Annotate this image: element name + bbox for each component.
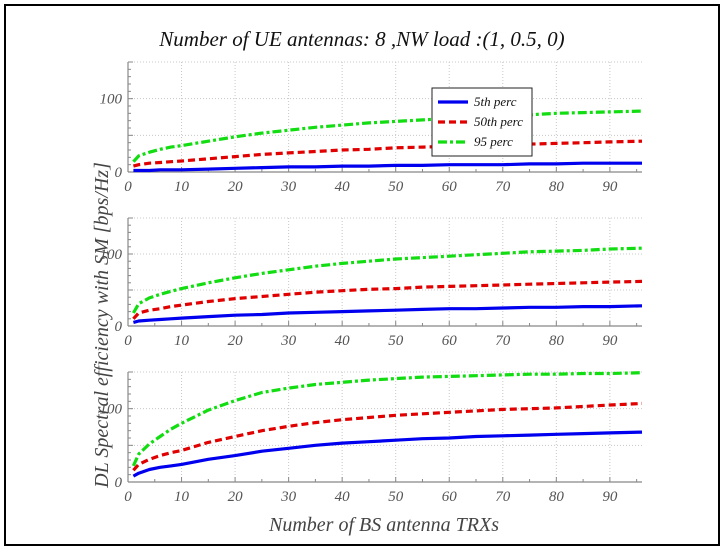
series-line-50th-perc-panel-3 [132,401,643,472]
series-line-95-perc-panel-3 [131,371,643,467]
x-tick-label: 50 [388,179,404,195]
x-tick-label: 0 [124,489,132,505]
x-tick-label: 50 [388,333,404,349]
x-tick-label: 20 [228,489,244,505]
legend-label-50th-perc: 50th perc [474,114,523,129]
legend-label-5th-perc: 5th perc [474,94,517,109]
panel-1: 0 10 20 30 40 50 60 70 80 90 0 100 [100,61,643,195]
series-line-50th-perc-panel-1 [132,139,643,168]
legend-box [431,87,533,157]
x-axis-label: Number of BS antenna TRXs [268,514,499,536]
x-tick-label: 80 [549,179,565,195]
legend: 5th perc 50th perc 95 perc [431,87,533,157]
x-tick-label: 30 [280,179,297,195]
series-line-5th-perc-panel-3 [132,430,643,478]
x-tick-label: 90 [602,333,618,349]
x-tick-label: 70 [495,179,511,195]
panel-3: 0 10 20 30 40 50 60 70 80 90 0 100 [100,371,643,505]
x-tick-label: 60 [442,489,458,505]
x-tick-label: 10 [174,333,190,349]
x-tick-label: 30 [280,333,297,349]
y-axis-label: DL Spectral efficiency with SM [bps/Hz] [91,162,113,489]
x-tick-label: 20 [228,179,244,195]
x-tick-label: 40 [335,489,351,505]
y-tick-label: 100 [100,402,123,418]
x-tick-label: 0 [124,333,132,349]
panel-2: 0 10 20 30 40 50 60 70 80 90 0 100 [100,217,643,349]
x-tick-label: 30 [280,489,297,505]
x-tick-label: 20 [228,333,244,349]
y-tick-label: 100 [100,247,123,263]
series-line-95-perc-panel-2 [132,246,643,314]
y-tick-label: 0 [115,319,123,335]
x-tick-label: 0 [124,179,132,195]
x-tick-label: 80 [549,489,565,505]
y-tick-label: 0 [115,165,123,181]
x-tick-label: 60 [442,333,458,349]
chart-frame [4,4,720,546]
x-tick-label: 10 [174,179,190,195]
x-tick-label: 90 [602,489,618,505]
y-tick-label: 0 [115,475,123,491]
legend-label-95-perc: 95 perc [474,134,513,149]
x-tick-label: 60 [442,179,458,195]
x-tick-label: 40 [335,179,351,195]
series-line-5th-perc-panel-2 [132,304,643,324]
x-tick-label: 40 [335,333,351,349]
series-line-50th-perc-panel-2 [132,279,643,320]
series-line-95-perc-panel-1 [132,109,643,163]
x-tick-label: 70 [495,333,511,349]
y-tick-label: 100 [100,92,123,108]
series-line-5th-perc-panel-1 [133,161,642,173]
chart-title: Number of UE antennas: 8 ,NW load :(1, 0… [158,27,564,51]
x-tick-label: 50 [388,489,404,505]
x-tick-label: 70 [495,489,511,505]
x-tick-label: 90 [602,179,618,195]
x-tick-label: 10 [174,489,190,505]
x-tick-label: 80 [549,333,565,349]
